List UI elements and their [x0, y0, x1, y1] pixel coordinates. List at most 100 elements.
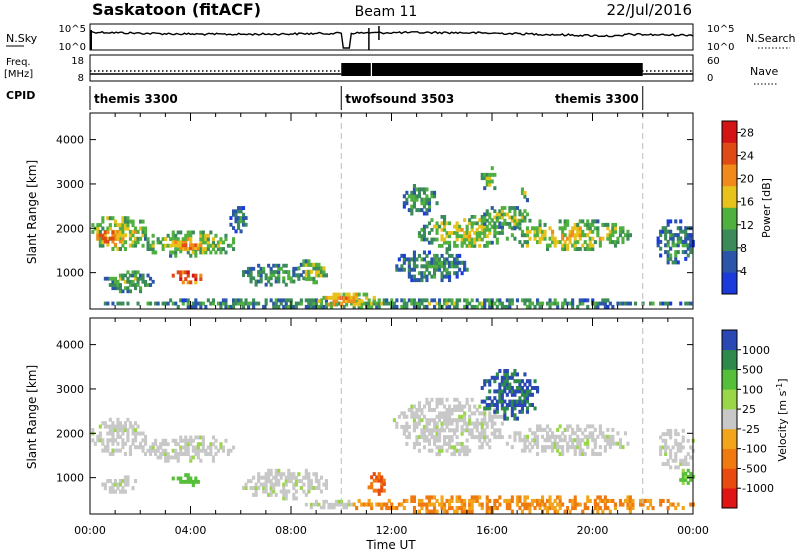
echo-cell: [505, 498, 509, 503]
echo-cell: [204, 452, 208, 456]
echo-cell: [463, 421, 467, 426]
echo-cell: [483, 186, 487, 191]
echo-cell: [304, 273, 308, 278]
echo-cell: [656, 243, 660, 248]
echo-cell: [118, 226, 122, 231]
echo-cell: [536, 298, 540, 303]
echo-cell: [463, 428, 467, 433]
echo-cell: [513, 215, 517, 220]
echo-cell: [578, 441, 582, 446]
echo-cell: [634, 301, 638, 306]
echo-cell: [674, 253, 678, 258]
echo-cell: [417, 421, 421, 426]
echo-cell: [553, 240, 557, 245]
echo-cell: [244, 298, 248, 303]
echo-cell: [523, 506, 527, 511]
echo-cell: [335, 499, 339, 504]
echo-cell: [603, 498, 607, 503]
echo-cell: [576, 222, 580, 227]
echo-cell: [149, 452, 153, 456]
echo-cell: [490, 166, 494, 171]
echo-cell: [332, 302, 336, 307]
echo-cell: [495, 428, 499, 433]
echo-cell: [618, 226, 622, 231]
echo-cell: [184, 435, 188, 440]
echo-cell: [252, 486, 256, 490]
echo-cell: [478, 244, 482, 248]
echo-cell: [493, 431, 497, 436]
echo-cell: [495, 372, 499, 377]
echo-cell: [345, 292, 349, 297]
echo-cell: [204, 233, 208, 238]
echo-cell: [262, 482, 266, 487]
echo-cell: [520, 298, 524, 303]
echo-cell: [412, 274, 416, 279]
echo-cell: [606, 441, 610, 446]
echo-cell: [435, 404, 439, 409]
echo-cell: [415, 257, 419, 262]
echo-cell: [558, 502, 562, 507]
echo-cell: [639, 502, 643, 507]
echo-cell: [488, 231, 492, 235]
echo-cell: [242, 206, 246, 210]
echo-cell: [196, 445, 200, 450]
echo-cell: [478, 218, 482, 222]
echo-cell: [118, 489, 122, 494]
echo-cell: [533, 431, 537, 436]
echo-cell: [651, 506, 655, 511]
echo-cell: [128, 448, 132, 453]
echo-cell: [407, 435, 411, 440]
echo-cell: [106, 441, 110, 446]
echo-cell: [520, 409, 524, 414]
echo-cell: [493, 435, 497, 440]
echo-cell: [513, 236, 517, 241]
echo-cell: [573, 236, 577, 241]
echo-cell: [284, 304, 288, 309]
echo-cell: [118, 428, 122, 433]
echo-cell: [485, 495, 489, 500]
echo-cell: [483, 212, 487, 217]
echo-cell: [430, 257, 434, 262]
echo-cell: [420, 257, 424, 262]
echo-cell: [282, 304, 286, 309]
echo-cell: [254, 282, 258, 287]
echo-cell: [166, 233, 170, 238]
echo-cell: [460, 234, 464, 239]
echo-cell: [98, 424, 102, 429]
echo-cell: [475, 428, 479, 433]
echo-cell: [430, 274, 434, 279]
echo-cell: [671, 260, 675, 265]
echo-cell: [156, 448, 160, 453]
echo-cell: [262, 486, 266, 490]
echo-cell: [440, 498, 444, 503]
echo-cell: [448, 221, 452, 226]
echo-cell: [485, 403, 489, 407]
echo-cell: [422, 257, 426, 262]
echo-cell: [312, 298, 316, 303]
echo-cell: [179, 476, 183, 481]
echo-cell: [568, 498, 572, 503]
echo-cell: [194, 250, 198, 255]
echo-cell: [113, 482, 117, 487]
echo-cell: [563, 298, 567, 303]
echo-cell: [536, 301, 540, 306]
echo-cell: [681, 462, 685, 466]
echo-cell: [257, 279, 261, 284]
echo-cell: [242, 304, 246, 309]
echo-cell: [460, 271, 464, 276]
echo-cell: [410, 190, 414, 195]
echo-cell: [689, 239, 693, 244]
echo-cell: [460, 237, 464, 242]
echo-cell: [500, 301, 504, 306]
echo-cell: [493, 186, 497, 191]
echo-cell: [139, 445, 143, 450]
freq-left-tick-bottom: 8: [78, 73, 84, 84]
echo-cell: [586, 498, 590, 503]
echo-cell: [488, 506, 492, 511]
echo-cell: [455, 244, 459, 248]
echo-cell: [314, 499, 318, 504]
echo-cell: [433, 224, 437, 229]
echo-cell: [201, 442, 205, 447]
echo-cell: [186, 273, 190, 278]
echo-cell: [553, 441, 557, 446]
